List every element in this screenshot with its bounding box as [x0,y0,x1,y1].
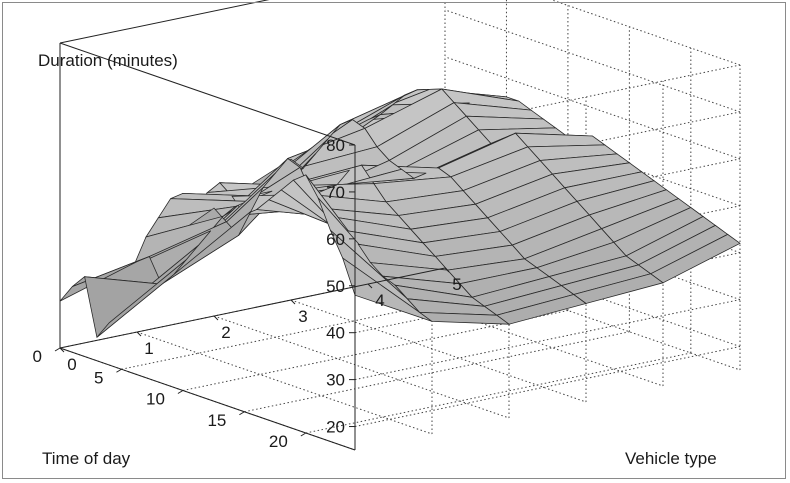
z-tick-label: 30 [326,371,345,390]
x-tick [300,432,307,437]
surface-cell [96,259,187,338]
x-tick-label: 10 [146,390,165,409]
grid-line [305,352,691,434]
y-tick-label: 1 [144,339,153,358]
surface [59,88,741,339]
grid-line [354,299,741,381]
z-tick-label: 20 [326,418,345,437]
box-edge [59,42,356,146]
x-tick [54,347,61,352]
y-tick [290,299,296,305]
x-tick-label: 5 [94,368,103,387]
grid-line [136,331,433,435]
x-tick [239,411,245,416]
y-tick [136,331,142,337]
z-tick-label: 80 [326,136,345,155]
grid-line [444,9,741,113]
box-edge [59,0,270,44]
y-tick [213,315,219,321]
y-tick-label: 4 [375,291,384,310]
x-tick [177,390,184,394]
z-tick-label: 40 [326,324,345,343]
grid-line [121,288,507,370]
z-tick-label: 50 [326,277,345,296]
surface-cell [59,256,150,302]
grid-line [444,56,741,160]
y-tick [367,283,373,289]
grid-line [213,315,510,419]
z-tick-label: 70 [326,183,345,202]
surface-cell [418,311,511,325]
z-axis-label: Duration (minutes) [38,51,178,70]
x-tick [116,368,122,373]
x-tick-label: 20 [269,432,288,451]
grid-line [354,346,741,428]
y-tick-label: 2 [221,323,230,342]
grid-line [354,64,741,146]
y-tick-label: 5 [452,275,461,294]
x-tick-label: 15 [207,411,226,430]
y-tick-label: 0 [67,355,76,374]
y-tick [59,347,65,353]
y-axis-label: Vehicle type [625,449,717,468]
grid-line [182,310,569,391]
y-tick-label: 3 [298,307,307,326]
x-tick-label: 0 [33,347,42,366]
grid-line [244,331,630,413]
z-tick-label: 60 [326,230,345,249]
grid-line [290,299,587,403]
y-tick [444,267,450,273]
box-edge [59,267,446,349]
x-axis-label: Time of day [42,449,131,468]
